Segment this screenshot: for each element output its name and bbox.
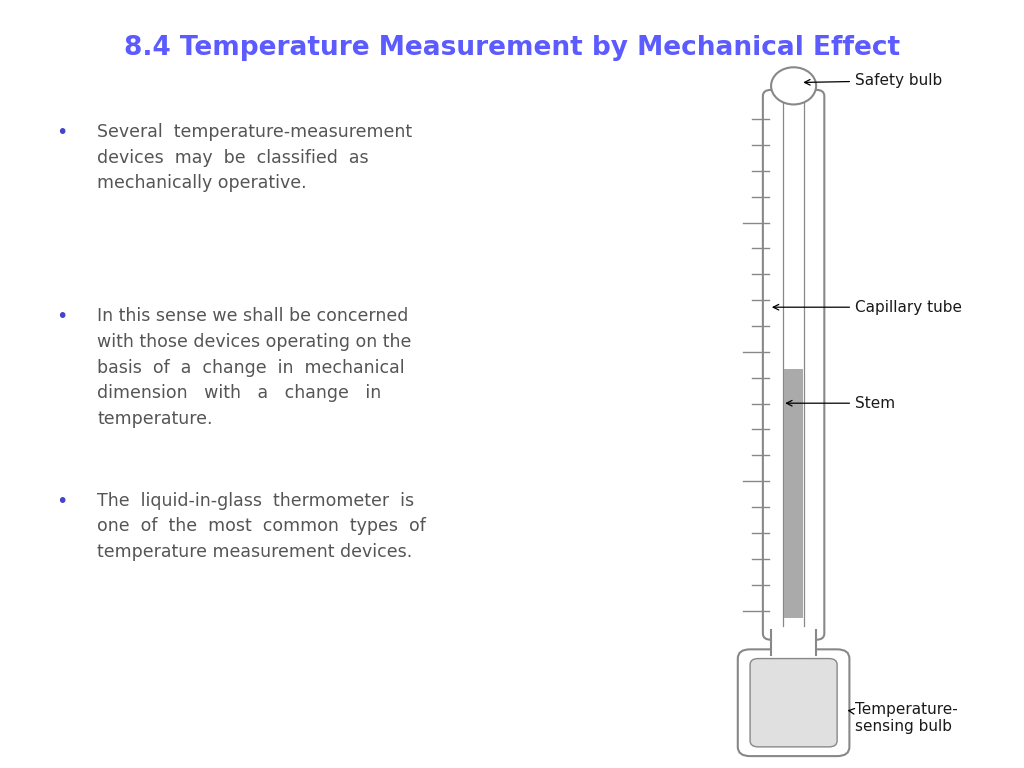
- Ellipse shape: [771, 68, 816, 104]
- Text: Stem: Stem: [786, 396, 895, 411]
- Text: Several  temperature-measurement
devices  may  be  classified  as
mechanically o: Several temperature-measurement devices …: [97, 123, 413, 192]
- FancyBboxPatch shape: [750, 658, 838, 746]
- Text: Safety bulb: Safety bulb: [805, 73, 942, 88]
- Bar: [772, 77, 815, 100]
- Bar: [784, 369, 803, 618]
- Bar: [771, 626, 816, 666]
- FancyBboxPatch shape: [763, 90, 824, 640]
- Text: Capillary tube: Capillary tube: [773, 300, 962, 315]
- Text: In this sense we shall be concerned
with those devices operating on the
basis  o: In this sense we shall be concerned with…: [97, 307, 412, 428]
- Text: •: •: [56, 123, 68, 142]
- Text: Temperature-
sensing bulb: Temperature- sensing bulb: [849, 702, 957, 734]
- Text: The  liquid-in-glass  thermometer  is
one  of  the  most  common  types  of
temp: The liquid-in-glass thermometer is one o…: [97, 492, 426, 561]
- Text: 8.4 Temperature Measurement by Mechanical Effect: 8.4 Temperature Measurement by Mechanica…: [124, 35, 900, 61]
- FancyBboxPatch shape: [737, 649, 850, 756]
- Text: •: •: [56, 307, 68, 326]
- Text: •: •: [56, 492, 68, 511]
